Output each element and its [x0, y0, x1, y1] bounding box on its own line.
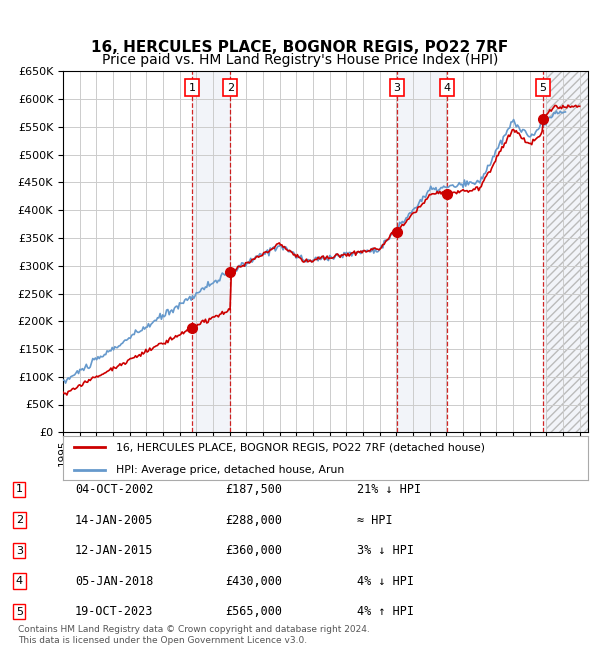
Text: 5: 5: [16, 606, 23, 617]
Text: £360,000: £360,000: [225, 544, 282, 557]
Text: 16, HERCULES PLACE, BOGNOR REGIS, PO22 7RF (detached house): 16, HERCULES PLACE, BOGNOR REGIS, PO22 7…: [115, 443, 485, 452]
Text: 2: 2: [227, 83, 234, 93]
Bar: [397, 72, 447, 432]
Text: Price paid vs. HM Land Registry's House Price Index (HPI): Price paid vs. HM Land Registry's House …: [102, 53, 498, 68]
Bar: [547, 72, 588, 432]
Text: £187,500: £187,500: [225, 483, 282, 496]
Text: 14-JAN-2005: 14-JAN-2005: [75, 514, 154, 526]
Text: 4% ↓ HPI: 4% ↓ HPI: [357, 575, 414, 588]
Text: 3% ↓ HPI: 3% ↓ HPI: [357, 544, 414, 557]
Text: 5: 5: [539, 83, 547, 93]
Text: 1: 1: [188, 83, 196, 93]
Text: 19-OCT-2023: 19-OCT-2023: [75, 605, 154, 618]
Text: 3: 3: [16, 545, 23, 556]
Text: HPI: Average price, detached house, Arun: HPI: Average price, detached house, Arun: [115, 465, 344, 475]
Text: £565,000: £565,000: [225, 605, 282, 618]
Text: 21% ↓ HPI: 21% ↓ HPI: [357, 483, 421, 496]
Text: 04-OCT-2002: 04-OCT-2002: [75, 483, 154, 496]
Text: £430,000: £430,000: [225, 575, 282, 588]
Bar: [192, 72, 230, 432]
Bar: [543, 72, 588, 432]
Text: £288,000: £288,000: [225, 514, 282, 526]
Text: ≈ HPI: ≈ HPI: [357, 514, 392, 526]
Text: 4: 4: [16, 576, 23, 586]
Text: 16, HERCULES PLACE, BOGNOR REGIS, PO22 7RF: 16, HERCULES PLACE, BOGNOR REGIS, PO22 7…: [91, 40, 509, 55]
Text: Contains HM Land Registry data © Crown copyright and database right 2024.
This d: Contains HM Land Registry data © Crown c…: [18, 625, 370, 645]
Text: 4% ↑ HPI: 4% ↑ HPI: [357, 605, 414, 618]
Text: 05-JAN-2018: 05-JAN-2018: [75, 575, 154, 588]
Text: 3: 3: [394, 83, 400, 93]
Text: 2: 2: [16, 515, 23, 525]
Text: 1: 1: [16, 484, 23, 495]
Text: 12-JAN-2015: 12-JAN-2015: [75, 544, 154, 557]
Text: 4: 4: [443, 83, 451, 93]
